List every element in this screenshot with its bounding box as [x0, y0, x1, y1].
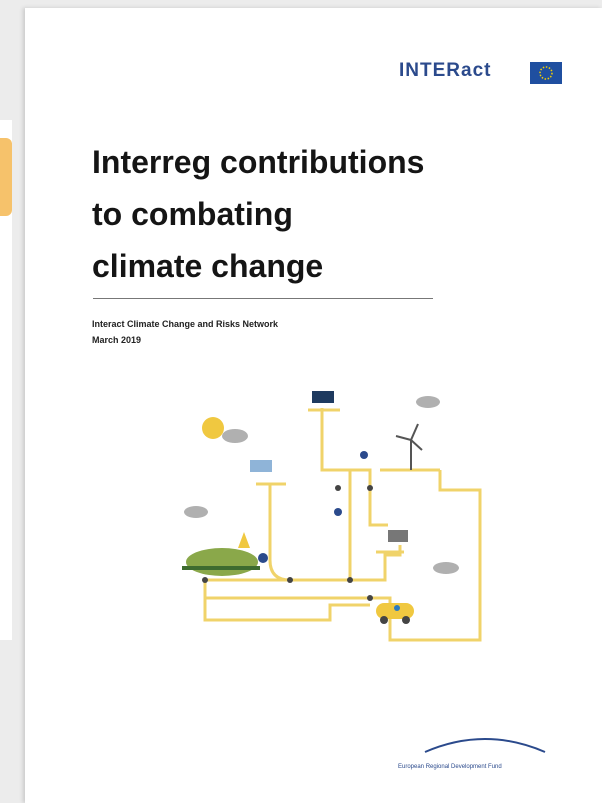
- wind-turbine: [396, 424, 422, 470]
- subtitle: Interact Climate Change and Risks Networ…: [92, 316, 278, 348]
- person: [258, 553, 268, 563]
- footer-arc: [425, 739, 545, 752]
- logo-text: INTERact: [399, 60, 491, 82]
- title-line: to combating: [92, 188, 424, 240]
- hill: [186, 548, 258, 576]
- eu-flag: [530, 62, 562, 84]
- sun: [202, 417, 224, 439]
- title-line: climate change: [92, 240, 424, 292]
- screen: INTERact Interreg contributions to comba…: [0, 0, 602, 803]
- routes: [205, 408, 480, 640]
- divider: [93, 298, 433, 299]
- tree: [238, 532, 250, 548]
- footer-text: European Regional Development Fund: [398, 764, 502, 770]
- title: Interreg contributions to combating clim…: [92, 136, 424, 292]
- title-line: Interreg contributions: [92, 136, 424, 188]
- person: [360, 451, 368, 459]
- flag: [388, 530, 408, 542]
- illustration: [0, 0, 602, 803]
- subtitle-line: March 2019: [92, 332, 278, 348]
- flag: [250, 460, 272, 472]
- person: [334, 508, 342, 516]
- subtitle-line: Interact Climate Change and Risks Networ…: [92, 316, 278, 332]
- flag: [312, 391, 334, 403]
- car: [376, 603, 414, 624]
- route-nodes: [202, 485, 373, 601]
- ground: [182, 566, 260, 570]
